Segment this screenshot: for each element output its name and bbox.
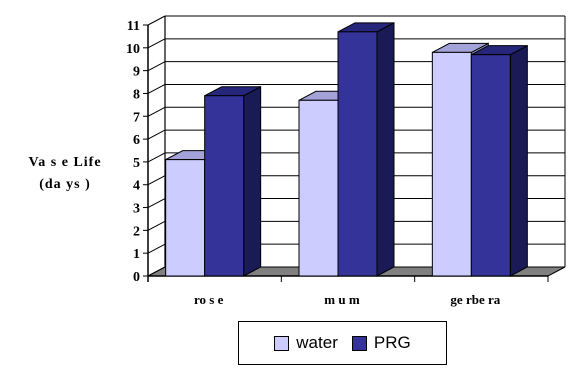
side-gridline-4 [147,175,166,186]
y-tick-label-1: 1 [133,247,140,262]
side-gridline-7 [147,106,166,117]
y-tick-label-7: 7 [133,110,140,125]
x-tick-label-1: m u m [324,292,360,307]
y-tick-label-2: 2 [133,224,140,239]
y-tick-label-10: 10 [126,42,140,57]
y-axis-label-line2: (da ys ) [39,177,91,192]
y-axis-label-line1: Va s e Life [28,155,102,170]
y-tick-label-9: 9 [133,65,140,80]
side-gridline-8 [147,84,166,94]
y-tick-label-8: 8 [133,87,140,102]
side-gridline-3 [147,198,166,208]
x-tick-label-2: ge rbe ra [450,292,500,307]
prg-bar-2 [470,54,511,277]
legend-label-prg: PRG [373,333,411,352]
prg-bar-0-side [243,85,262,277]
water-bar-0 [165,159,206,277]
side-gridline-5 [147,152,166,163]
legend-label-water: water [296,333,338,352]
x-tick-label-0: ro s e [194,292,224,307]
side-gridline-11 [147,15,166,26]
side-gridline-10 [147,38,166,49]
prg-bar-0 [204,95,245,277]
y-tick-label-4: 4 [133,179,140,194]
y-tick-label-5: 5 [133,156,140,171]
side-gridline-1 [147,243,166,254]
legend-item-prg: PRG [351,333,411,353]
side-gridline-2 [147,220,166,231]
prg-bar-2-side [509,44,528,277]
y-tick-label-3: 3 [133,202,140,217]
water-bar-1 [298,99,339,277]
side-gridline-9 [147,61,166,72]
y-tick-label-6: 6 [133,133,140,148]
legend-item-water: water [274,333,338,353]
prg-bar-1-side [376,22,395,277]
legend-swatch-water [274,335,290,351]
legend-swatch-prg [351,335,367,351]
prg-bar-1 [337,31,378,277]
y-tick-label-0: 0 [133,270,140,285]
y-tick-label-11: 11 [127,19,140,34]
water-bar-2 [431,51,472,277]
side-gridline-6 [147,129,166,140]
chart-legend: water PRG [238,321,447,365]
